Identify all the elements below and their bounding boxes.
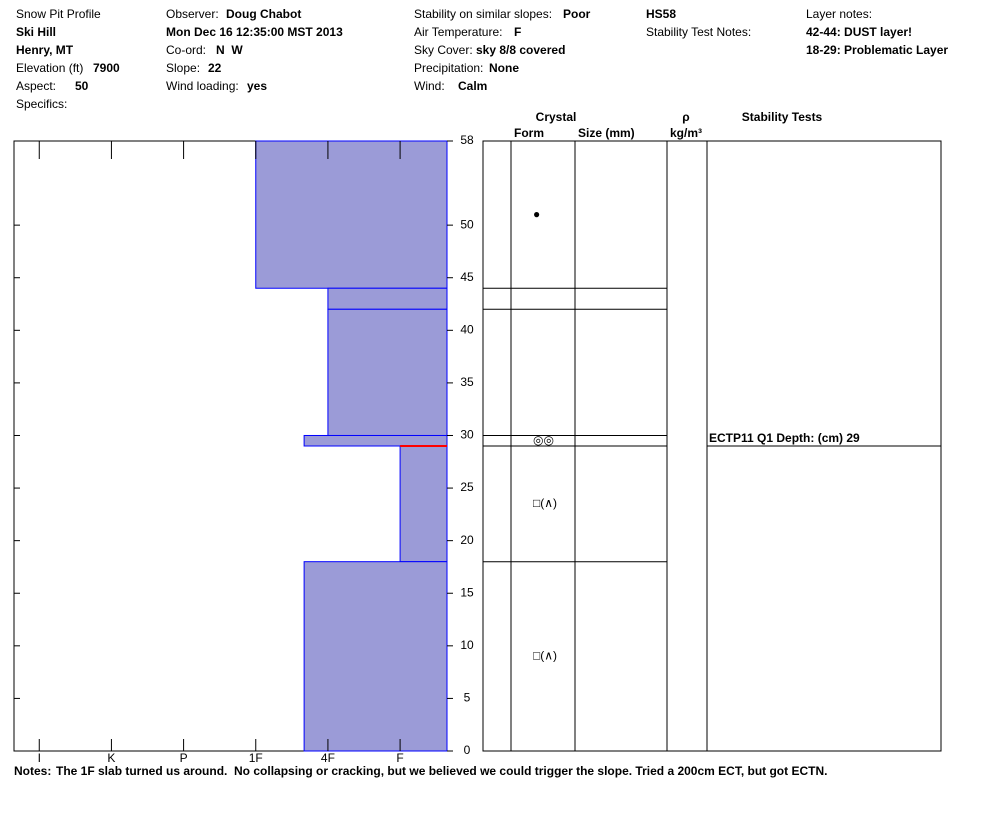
test-label: ECTP11 Q1 Depth: (cm) 29 [709,431,860,445]
y-tick-label: 40 [460,322,474,336]
column-header: Crystal [536,110,577,124]
column-header: Size (mm) [578,126,635,140]
value: 50 [75,79,89,93]
region: Henry, MT [16,43,74,57]
layer-note: 18-29: Problematic Layer [806,43,949,57]
x-tick-label: 4F [321,751,335,765]
value: None [489,61,519,75]
x-tick-label: K [107,751,115,765]
label: Stability Test Notes: [646,25,752,39]
label: Wind: [414,79,445,93]
label: Observer: [166,7,219,21]
y-tick-label: 30 [460,428,474,442]
x-tick-label: 1F [249,751,263,765]
crystal-form: □(∧) [533,496,557,510]
crystal-form: ● [533,207,540,221]
x-tick-label: F [396,751,403,765]
y-tick-label: 20 [460,533,474,547]
crystal-form: ◎◎ [533,433,554,447]
label: Co-ord: [166,43,207,57]
value: Poor [563,7,591,21]
y-tick-label: 10 [460,638,474,652]
label: Precipitation: [414,61,484,75]
label: Layer notes: [806,7,873,21]
column-header: Form [514,126,544,140]
crystal-form: □(∧) [533,649,557,663]
y-tick-label: 50 [460,217,474,231]
value: Calm [458,79,488,93]
value: Doug Chabot [226,7,302,21]
label: Stability on similar slopes: [414,7,553,21]
column-header: ρ [682,110,689,124]
y-tick-label: 5 [464,691,471,705]
location: Ski Hill [16,25,57,39]
title: Snow Pit Profile [16,7,101,21]
y-tick-label: 25 [460,480,474,494]
y-tick-label: 58 [460,133,474,147]
value: Mon Dec 16 12:35:00 MST 2013 [166,25,343,39]
layer [327,287,448,310]
label: Elevation (ft) [16,61,84,75]
label: Sky Cover: [414,43,473,57]
x-tick-label: I [38,751,41,765]
layer [327,308,448,436]
value: yes [247,79,268,93]
label: Specifics: [16,97,68,111]
snow-height: HS58 [646,7,677,21]
column-header: kg/m³ [670,126,702,140]
notes: The 1F slab turned us around. No collaps… [56,764,828,778]
value: sky 8/8 covered [476,43,566,57]
layer [303,561,448,752]
label: Slope: [166,61,201,75]
label: Wind loading: [166,79,239,93]
layer [303,434,448,447]
layer-note: 42-44: DUST layer! [806,25,913,39]
label: Aspect: [16,79,57,93]
y-tick-label: 15 [460,585,474,599]
value: 22 [208,61,222,75]
layer [255,140,448,289]
value: N W [216,43,243,57]
layer [399,445,448,563]
y-tick-label: 45 [460,270,474,284]
y-tick-label: 0 [464,743,471,757]
notes-label: Notes: [14,764,52,778]
value: F [514,25,522,39]
column-header: Stability Tests [742,110,823,124]
label: Air Temperature: [414,25,503,39]
x-tick-label: P [180,751,188,765]
y-tick-label: 35 [460,375,474,389]
value: 7900 [93,61,120,75]
